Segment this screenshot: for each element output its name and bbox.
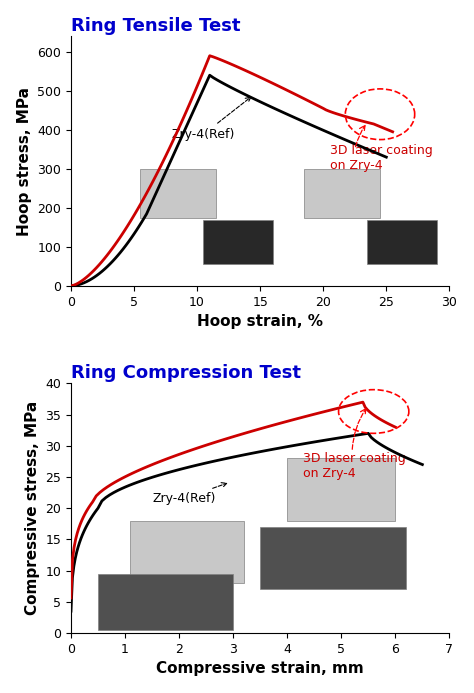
Text: Ring Compression Test: Ring Compression Test	[71, 364, 301, 382]
FancyBboxPatch shape	[367, 220, 437, 265]
FancyBboxPatch shape	[130, 520, 244, 583]
Y-axis label: Compressive stress, MPa: Compressive stress, MPa	[25, 401, 40, 615]
Text: Zry-4(Ref): Zry-4(Ref)	[172, 97, 251, 141]
X-axis label: Hoop strain, %: Hoop strain, %	[197, 314, 323, 329]
FancyBboxPatch shape	[140, 169, 216, 218]
FancyBboxPatch shape	[260, 527, 406, 589]
FancyBboxPatch shape	[287, 458, 395, 520]
FancyBboxPatch shape	[98, 574, 233, 630]
FancyBboxPatch shape	[203, 220, 273, 265]
Text: 3D laser coating
on Zry-4: 3D laser coating on Zry-4	[329, 144, 432, 172]
Text: Ring Tensile Test: Ring Tensile Test	[71, 17, 240, 35]
X-axis label: Compressive strain, mm: Compressive strain, mm	[156, 661, 364, 676]
FancyBboxPatch shape	[304, 169, 380, 218]
Text: 3D laser coating
on Zry-4: 3D laser coating on Zry-4	[303, 452, 406, 480]
Text: Zry-4(Ref): Zry-4(Ref)	[152, 482, 227, 505]
Y-axis label: Hoop stress, MPa: Hoop stress, MPa	[17, 87, 32, 236]
